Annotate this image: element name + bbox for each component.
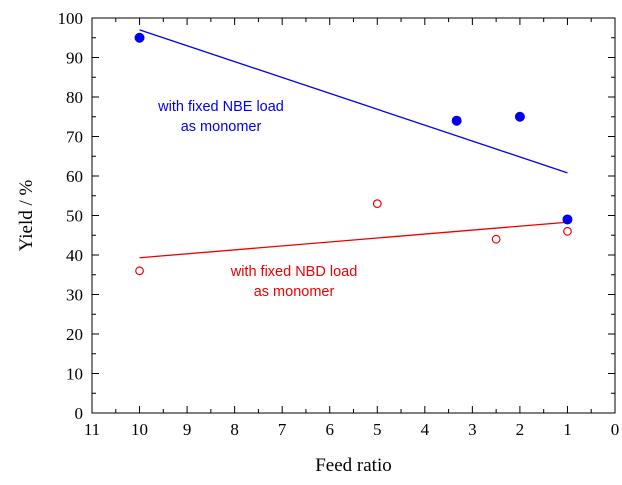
- y-tick-label: 80: [66, 88, 83, 107]
- x-tick-label: 7: [278, 420, 287, 439]
- series-annotations: with fixed NBE load as monomer with fixed …: [157, 99, 357, 300]
- y-tick-label: 90: [66, 49, 83, 68]
- y-tick-label: 40: [66, 246, 83, 265]
- fit-line-series-1: [139, 29, 568, 174]
- series-annotation-line: with fixed NBD load: [230, 264, 358, 280]
- data-point-series-1: [451, 115, 462, 126]
- y-tick-label: 30: [66, 286, 83, 305]
- plot-frame: [91, 17, 616, 414]
- y-tick-label: 100: [58, 9, 84, 28]
- x-tick-label: 8: [230, 420, 239, 439]
- y-tick-label: 50: [66, 207, 83, 226]
- series-annotation-line: with fixed NBE load: [157, 99, 284, 115]
- data-point-series-2: [563, 226, 572, 236]
- y-tick-label: 0: [75, 404, 84, 423]
- y-axis-title: Yield / %: [16, 179, 37, 251]
- axis-ticks: [91, 17, 616, 414]
- data-point-series-2: [491, 234, 501, 244]
- fit-lines: [139, 29, 568, 259]
- y-tick-label: 10: [66, 365, 83, 384]
- x-axis-title: Feed ratio: [315, 455, 392, 476]
- x-tick-label: 0: [611, 420, 620, 439]
- y-tick-label: 60: [66, 167, 83, 186]
- x-tick-label: 10: [131, 420, 148, 439]
- y-tick-label: 20: [66, 325, 83, 344]
- y-tick-label: 70: [66, 128, 83, 147]
- x-tick-label: 11: [84, 420, 100, 439]
- data-point-series-1: [134, 32, 145, 43]
- x-tick-label: 1: [563, 420, 572, 439]
- x-tick-label: 2: [516, 420, 525, 439]
- data-point-series-2: [372, 199, 382, 209]
- data-points: [134, 32, 573, 276]
- x-tick-label: 6: [325, 420, 334, 439]
- x-tick-label: 9: [183, 420, 192, 439]
- series-annotation-line: as monomer: [181, 119, 262, 135]
- data-point-series-2: [135, 266, 144, 276]
- series-annotation-line: as monomer: [254, 284, 335, 300]
- data-point-series-1: [562, 214, 573, 225]
- x-tick-label: 5: [373, 420, 382, 439]
- x-tick-label: 4: [421, 420, 430, 439]
- x-tick-label: 3: [468, 420, 477, 439]
- fit-line-series-2: [139, 221, 568, 259]
- data-point-series-1: [514, 111, 525, 122]
